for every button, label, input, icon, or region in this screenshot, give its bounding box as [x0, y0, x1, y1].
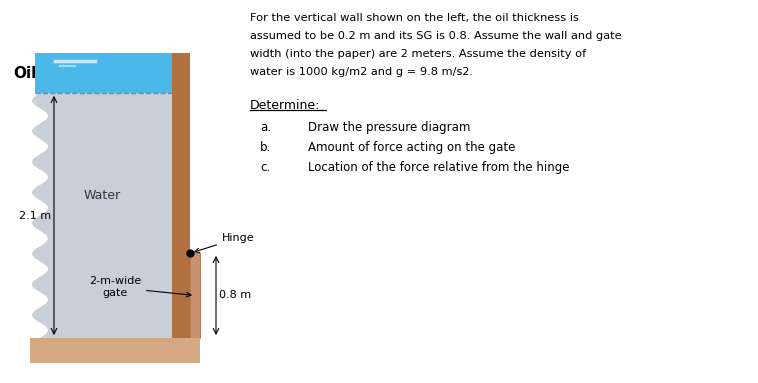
Text: Oil: Oil [14, 65, 37, 80]
Text: Draw the pressure diagram: Draw the pressure diagram [308, 121, 471, 134]
Bar [172, 53, 190, 338]
Text: 2.1 m: 2.1 m [19, 211, 51, 221]
Text: Water: Water [84, 189, 121, 202]
Text: a.: a. [260, 121, 271, 134]
Text: 2-m-wide
gate: 2-m-wide gate [89, 277, 191, 298]
Text: For the vertical wall shown on the left, the oil thickness is: For the vertical wall shown on the left,… [250, 13, 579, 23]
Text: width (into the paper) are 2 meters. Assume the density of: width (into the paper) are 2 meters. Ass… [250, 49, 586, 59]
Bar [190, 253, 200, 338]
Text: water is 1000 kg/m2 and g = 9.8 m/s2.: water is 1000 kg/m2 and g = 9.8 m/s2. [250, 67, 473, 77]
Bar [30, 338, 200, 363]
Text: Location of the force relative from the hinge: Location of the force relative from the … [308, 161, 569, 174]
Text: b.: b. [260, 141, 271, 154]
Polygon shape [32, 93, 175, 338]
Text: 0.8 m: 0.8 m [219, 290, 251, 301]
Text: Amount of force acting on the gate: Amount of force acting on the gate [308, 141, 515, 154]
Text: c.: c. [260, 161, 270, 174]
Text: Determine:: Determine: [250, 99, 321, 112]
Bar [35, 53, 180, 93]
Text: assumed to be 0.2 m and its SG is 0.8. Assume the wall and gate: assumed to be 0.2 m and its SG is 0.8. A… [250, 31, 622, 41]
Text: Hinge: Hinge [195, 233, 255, 252]
